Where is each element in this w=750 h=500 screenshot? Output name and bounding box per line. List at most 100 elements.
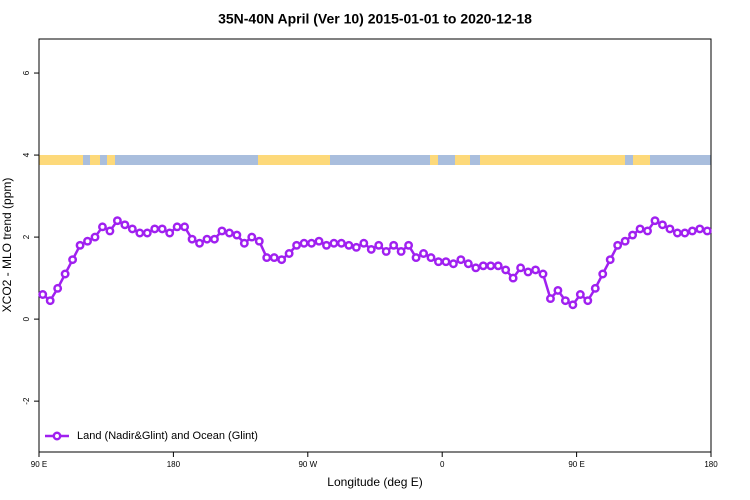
data-point <box>687 226 697 236</box>
data-point <box>157 224 167 234</box>
data-point <box>344 240 354 250</box>
data-point <box>523 267 533 277</box>
data-point <box>284 249 294 258</box>
y-tick-label: 4 <box>22 152 31 157</box>
y-tick-label: -2 <box>22 397 31 405</box>
land-band <box>90 155 100 165</box>
data-point <box>672 228 682 238</box>
data-point <box>478 261 488 271</box>
data-point <box>456 255 466 265</box>
data-point <box>590 283 600 293</box>
legend-marker <box>52 431 62 441</box>
data-point <box>628 230 638 240</box>
data-point <box>98 222 107 232</box>
data-point <box>247 232 257 242</box>
data-point <box>299 238 309 248</box>
y-tick-label: 2 <box>22 234 31 239</box>
data-point <box>448 259 458 269</box>
data-point <box>75 240 85 250</box>
data-point <box>643 226 652 236</box>
plot-frame <box>38 38 712 453</box>
data-point <box>389 240 399 250</box>
data-point <box>575 290 585 299</box>
data-point <box>217 226 227 236</box>
y-tick-label: 6 <box>22 70 31 75</box>
data-point <box>60 269 70 279</box>
data-point <box>83 236 92 246</box>
y-tick-label: 0 <box>22 316 31 321</box>
x-tick-label: 180 <box>167 460 181 469</box>
data-point <box>180 222 190 232</box>
data-point <box>501 265 511 275</box>
data-point <box>396 246 406 256</box>
data-point <box>120 220 130 230</box>
data-point <box>434 257 443 267</box>
land-band <box>258 155 330 165</box>
x-tick-label: 0 <box>440 460 445 469</box>
data-point <box>262 253 272 263</box>
data-point <box>702 226 712 236</box>
x-axis-label: Longitude (deg E) <box>327 475 422 489</box>
chart-title: 35N-40N April (Ver 10) 2015-01-01 to 202… <box>218 11 532 27</box>
data-point <box>583 296 593 306</box>
x-tick-label: 90 W <box>298 460 317 469</box>
data-point <box>471 263 481 273</box>
land-band <box>430 155 438 165</box>
data-point <box>90 232 100 242</box>
data-point <box>269 253 279 263</box>
data-point <box>419 249 428 258</box>
data-point <box>650 216 660 226</box>
data-point <box>516 263 526 273</box>
data-point <box>142 228 152 238</box>
data-point <box>277 255 287 265</box>
data-point <box>568 300 578 310</box>
data-point <box>292 240 302 250</box>
land-band <box>39 155 83 165</box>
y-axis-label: XCO2 - MLO trend (ppm) <box>0 178 14 313</box>
data-point <box>254 236 264 246</box>
data-point <box>38 290 48 299</box>
x-tick-label: 90 E <box>31 460 47 469</box>
data-point <box>307 238 316 248</box>
data-point <box>351 242 361 252</box>
data-point <box>560 296 570 306</box>
data-point <box>598 269 608 279</box>
data-point <box>426 253 436 263</box>
data-point <box>366 244 376 254</box>
data-point <box>202 234 212 244</box>
data-point <box>613 240 623 250</box>
legend: Land (Nadir&Glint) and Ocean (Glint) <box>45 430 258 442</box>
data-point <box>404 240 414 250</box>
land-band <box>480 155 625 165</box>
data-point <box>620 236 630 246</box>
data-point <box>493 261 503 271</box>
data-point <box>224 228 234 238</box>
ocean-band <box>39 155 711 165</box>
data-point <box>187 234 197 244</box>
data-point <box>112 216 122 226</box>
data-point <box>195 238 204 248</box>
data-point <box>411 253 421 263</box>
data-point <box>538 269 548 279</box>
data-point <box>486 261 496 271</box>
data-point <box>45 296 55 306</box>
data-point <box>680 228 690 238</box>
data-point <box>463 259 473 269</box>
data-point <box>232 230 242 240</box>
land-band <box>455 155 470 165</box>
data-point <box>210 234 219 244</box>
data-point <box>441 257 451 267</box>
data-point <box>165 228 175 238</box>
land-band <box>633 155 650 165</box>
data-point <box>665 224 675 234</box>
data-point <box>239 238 249 248</box>
data-point <box>53 283 63 293</box>
data-point <box>127 224 137 234</box>
data-point <box>374 240 384 250</box>
data-point <box>508 273 518 283</box>
data-point <box>172 222 182 232</box>
x-tick-label: 90 E <box>568 460 584 469</box>
data-point <box>314 236 324 246</box>
